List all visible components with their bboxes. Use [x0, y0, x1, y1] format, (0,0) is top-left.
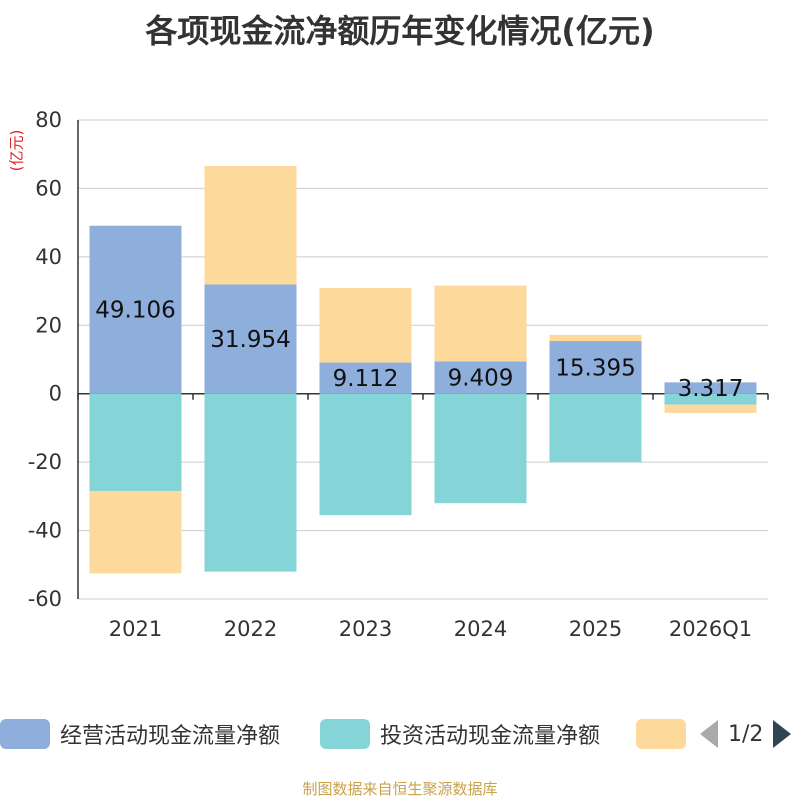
bar-series1-2023: [319, 393, 412, 516]
bar-series2-2026Q1: [664, 404, 757, 413]
bar-series0-2021: [89, 225, 182, 394]
y-tick-label: 80: [35, 108, 62, 132]
bar-series2-2025: [549, 334, 642, 342]
bar-series1-2021: [89, 393, 182, 492]
data-label: 49.106: [95, 298, 175, 324]
x-tick-label: 2023: [339, 617, 392, 641]
bar-series1-2025: [549, 393, 642, 463]
bar-series2-2022: [204, 166, 297, 285]
x-tick-label: 2022: [224, 617, 277, 641]
y-tick-label: -20: [28, 450, 62, 474]
chart-title: 各项现金流净额历年变化情况(亿元): [145, 12, 655, 50]
y-tick-label: 20: [35, 313, 62, 337]
data-label: 3.317: [678, 376, 744, 402]
bar-series2-2023: [319, 287, 412, 363]
bar-series0-2022: [204, 284, 297, 394]
legend-item-investing[interactable]: 投资活动现金流量净额: [320, 716, 600, 752]
y-tick-label: 0: [49, 382, 62, 406]
legend-swatch-investing: [320, 719, 370, 749]
legend: 经营活动现金流量净额 投资活动现金流量净额 1/2: [0, 716, 800, 752]
source-footer: 制图数据来自恒生聚源数据库: [302, 780, 498, 798]
legend-next-arrow-icon[interactable]: [773, 720, 792, 748]
legend-label-investing: 投资活动现金流量净额: [380, 724, 601, 749]
bar-series1-2022: [204, 393, 297, 572]
y-tick-label: -60: [28, 587, 62, 611]
legend-swatch-operating: [0, 719, 50, 749]
data-label: 31.954: [210, 327, 290, 353]
bar-series0-2024: [434, 361, 527, 394]
y-tick-label: 40: [35, 245, 62, 269]
bar-series0-2023: [319, 362, 412, 394]
x-tick-label: 2021: [109, 617, 162, 641]
legend-item-financing[interactable]: [636, 716, 696, 752]
data-label: 9.112: [333, 366, 399, 392]
legend-swatch-financing: [636, 719, 686, 749]
legend-prev-arrow-icon[interactable]: [700, 720, 718, 748]
data-label: 15.395: [555, 355, 635, 381]
bar-series1-2024: [434, 393, 527, 504]
legend-label-operating: 经营活动现金流量净额: [60, 724, 281, 749]
chart: 80 60 40 20 0 -20 -40 -60 2021 2022 2023 2024 2025 20…: [28, 108, 769, 641]
x-tick-label: 2026Q1: [669, 617, 752, 641]
legend-item-operating[interactable]: 经营活动现金流量净额: [0, 716, 280, 752]
bar-series1-2026Q1: [664, 393, 757, 405]
x-tick-label: 2025: [569, 617, 622, 641]
legend-page-indicator: 1/2: [728, 721, 764, 747]
x-tick-label: 2024: [454, 617, 507, 641]
bar-series0-2025: [549, 341, 642, 394]
y-tick-label: -40: [28, 519, 62, 543]
legend-pager: 1/2: [700, 716, 792, 752]
data-label: 9.409: [448, 366, 514, 392]
y-tick-label: 60: [35, 176, 62, 200]
bar-series0-2026Q1: [664, 382, 757, 394]
bar-series2-2024: [434, 285, 527, 362]
bar-series2-2021: [89, 491, 182, 574]
